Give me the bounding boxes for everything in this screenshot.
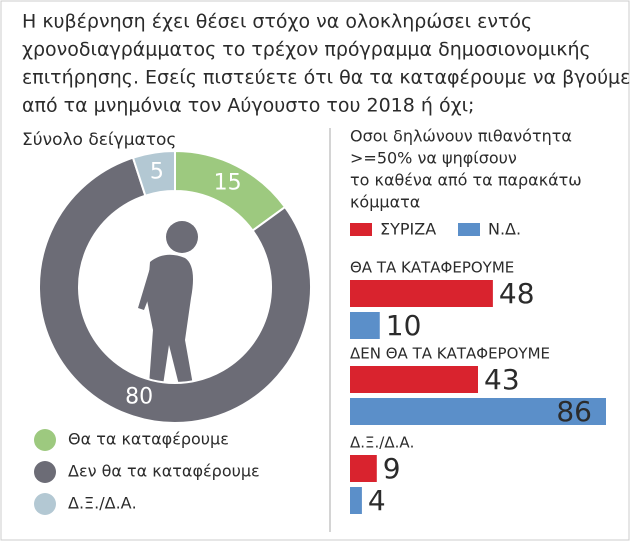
category-label: ΔΕΝ ΘΑ ΤΑ ΚΑΤΑΦΕΡΟΥΜΕ [350,345,550,363]
chart-title: >=50% να ψηφίσουν [350,149,517,168]
bar [350,398,606,425]
legend-label: Θα τα καταφέρουμε [68,430,229,449]
legend-label: ΣΥΡΙΖΑ [380,220,436,239]
bar [350,366,478,393]
title-line: χρονοδιαγράμματος το τρέχον πρόγραμμα δη… [22,39,591,61]
chart-title: Οσοι δηλώνουν πιθανότητα [350,127,572,146]
bar [350,455,377,482]
bar [350,487,362,514]
chart-title: Σύνολο δείγματος [22,130,176,150]
person-icon [138,221,198,385]
legend-label: Ν.Δ. [488,220,521,239]
slice-label: 5 [150,159,164,184]
bar [350,280,493,307]
donut-slice [131,149,176,197]
legend-swatch [350,223,372,236]
legend-swatch [34,493,56,515]
value-label: 4 [368,484,386,517]
category-label: ΘΑ ΤΑ ΚΑΤΑΦΕΡΟΥΜΕ [350,259,514,277]
chart-title: το καθένα από τα παρακάτω [350,171,582,190]
donut-slice [38,156,312,424]
legend-swatch [34,429,56,451]
value-label: 43 [484,363,520,396]
legend-label: Δ.Ξ./Δ.Α. [68,494,137,513]
value-label: 86 [556,395,592,428]
value-label: 9 [383,452,401,485]
value-label: 48 [499,277,535,310]
legend-swatch [458,223,480,236]
title-line: Η κυβέρνηση έχει θέσει στόχο να ολοκληρώ… [22,11,532,33]
legend-label: Δεν θα τα καταφέρουμε [68,462,260,481]
legend-swatch [34,461,56,483]
slice-label: 15 [214,171,242,196]
chart-title: κόμματα [350,193,420,212]
category-label: Δ.Ξ./Δ.Α. [350,434,414,452]
title-line: από τα μνημόνια τον Αύγουστο του 2018 ή … [22,95,474,117]
slice-label: 80 [125,384,153,409]
value-label: 10 [386,309,422,342]
bar [350,312,380,339]
title-line: επιτήρησης. Εσείς πιστεύετε ότι θα τα κα… [22,67,630,89]
